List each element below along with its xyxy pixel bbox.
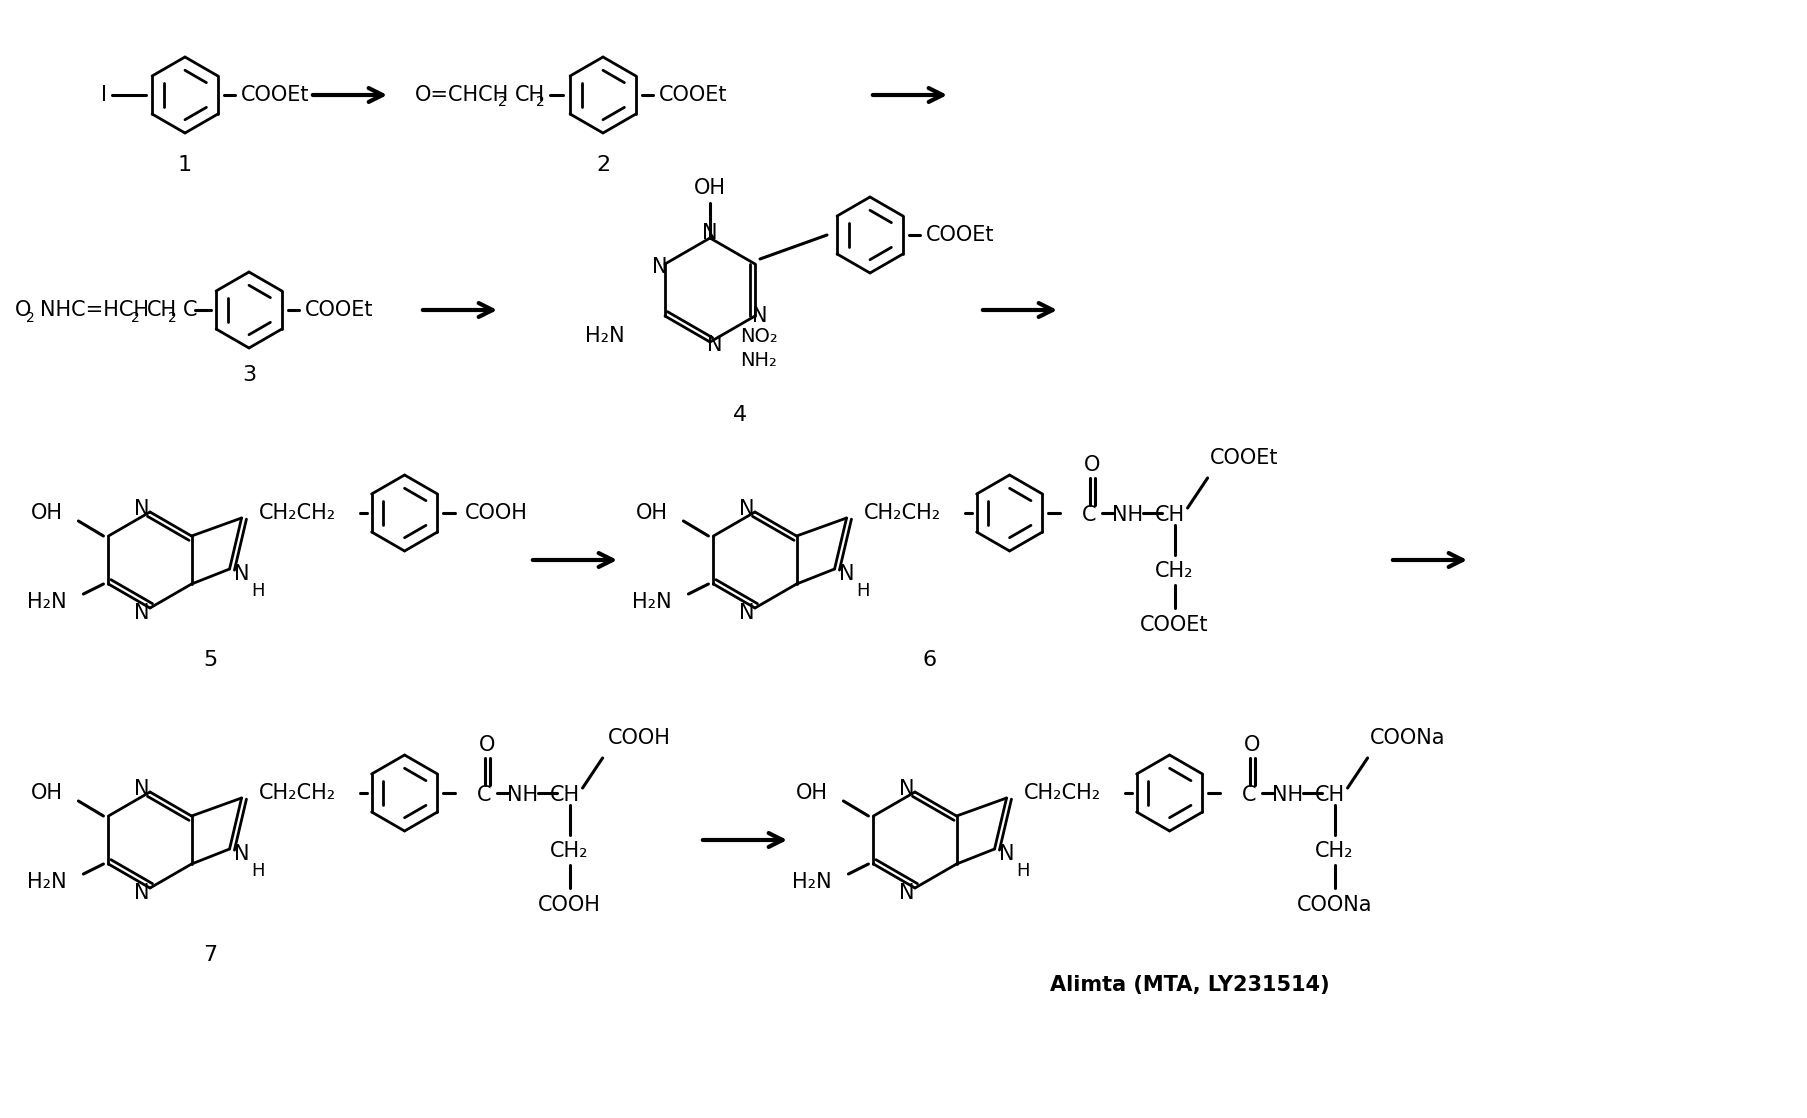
Text: CH: CH xyxy=(515,85,546,105)
Text: 4: 4 xyxy=(734,405,746,425)
Text: H₂N: H₂N xyxy=(791,872,831,892)
Text: CH: CH xyxy=(1314,785,1344,805)
Text: OH: OH xyxy=(795,783,828,803)
Text: CH₂CH₂: CH₂CH₂ xyxy=(1025,783,1100,803)
Text: NH: NH xyxy=(1272,785,1303,805)
Text: N: N xyxy=(752,306,768,326)
Text: COOEt: COOEt xyxy=(1211,448,1279,468)
Text: N: N xyxy=(134,883,150,903)
Text: 2: 2 xyxy=(25,311,34,325)
Text: NHC=HCH: NHC=HCH xyxy=(40,300,148,320)
Text: Alimta (MTA, LY231514): Alimta (MTA, LY231514) xyxy=(1050,975,1330,995)
Text: H₂N: H₂N xyxy=(27,593,67,612)
Text: N: N xyxy=(703,222,717,243)
Text: COOH: COOH xyxy=(609,728,670,748)
Text: N: N xyxy=(707,335,723,356)
Text: N: N xyxy=(838,563,855,584)
Text: C: C xyxy=(1082,505,1097,525)
Text: O: O xyxy=(14,300,31,320)
Text: H: H xyxy=(1016,862,1030,880)
Text: 3: 3 xyxy=(242,364,257,385)
Text: CH: CH xyxy=(146,300,177,320)
Text: COONa: COONa xyxy=(1297,896,1372,915)
Text: 2: 2 xyxy=(596,155,611,176)
Text: N: N xyxy=(739,603,755,623)
Text: OH: OH xyxy=(31,503,63,523)
Text: N: N xyxy=(900,883,914,903)
Text: C: C xyxy=(183,300,197,320)
Text: CH₂: CH₂ xyxy=(551,841,589,861)
Text: H: H xyxy=(251,862,264,880)
Text: CH₂: CH₂ xyxy=(1315,841,1353,861)
Text: CH₂: CH₂ xyxy=(1155,561,1194,581)
Text: C: C xyxy=(1243,785,1258,805)
Text: OH: OH xyxy=(31,783,63,803)
Text: 2: 2 xyxy=(130,311,139,325)
Text: 2: 2 xyxy=(497,95,506,108)
Text: H: H xyxy=(251,582,264,600)
Text: COOEt: COOEt xyxy=(240,85,309,105)
Text: H₂N: H₂N xyxy=(632,593,672,612)
Text: 5: 5 xyxy=(202,650,217,670)
Text: COOH: COOH xyxy=(538,896,602,915)
Text: 1: 1 xyxy=(177,155,192,176)
Text: COOEt: COOEt xyxy=(1140,615,1209,635)
Text: CH: CH xyxy=(1155,505,1185,525)
Text: O: O xyxy=(1243,735,1259,755)
Text: H₂N: H₂N xyxy=(585,326,625,345)
Text: N: N xyxy=(134,499,150,519)
Text: 2: 2 xyxy=(168,311,177,325)
Text: C: C xyxy=(477,785,492,805)
Text: NH: NH xyxy=(1111,505,1144,525)
Text: N: N xyxy=(652,257,669,277)
Text: CH: CH xyxy=(549,785,580,805)
Text: COOEt: COOEt xyxy=(305,300,374,320)
Text: 6: 6 xyxy=(923,650,938,670)
Text: OH: OH xyxy=(636,503,667,523)
Text: N: N xyxy=(900,779,914,799)
Text: O: O xyxy=(1084,455,1100,475)
Text: CH₂CH₂: CH₂CH₂ xyxy=(864,503,941,523)
Text: N: N xyxy=(134,603,150,623)
Text: N: N xyxy=(233,844,249,864)
Text: H: H xyxy=(857,582,869,600)
Text: N: N xyxy=(233,563,249,584)
Text: NO₂: NO₂ xyxy=(741,328,777,347)
Text: I: I xyxy=(101,85,107,105)
Text: N: N xyxy=(739,499,755,519)
Text: COOH: COOH xyxy=(464,503,528,523)
Text: H₂N: H₂N xyxy=(27,872,67,892)
Text: COOEt: COOEt xyxy=(660,85,726,105)
Text: N: N xyxy=(999,844,1014,864)
Text: NH: NH xyxy=(508,785,538,805)
Text: O=CHCH: O=CHCH xyxy=(416,85,510,105)
Text: COOEt: COOEt xyxy=(925,225,994,245)
Text: 2: 2 xyxy=(535,95,544,108)
Text: O: O xyxy=(479,735,495,755)
Text: COONa: COONa xyxy=(1370,728,1446,748)
Text: CH₂CH₂: CH₂CH₂ xyxy=(258,783,336,803)
Text: CH₂CH₂: CH₂CH₂ xyxy=(258,503,336,523)
Text: N: N xyxy=(134,779,150,799)
Text: 7: 7 xyxy=(202,945,217,965)
Text: NH₂: NH₂ xyxy=(741,351,777,370)
Text: OH: OH xyxy=(694,178,726,198)
